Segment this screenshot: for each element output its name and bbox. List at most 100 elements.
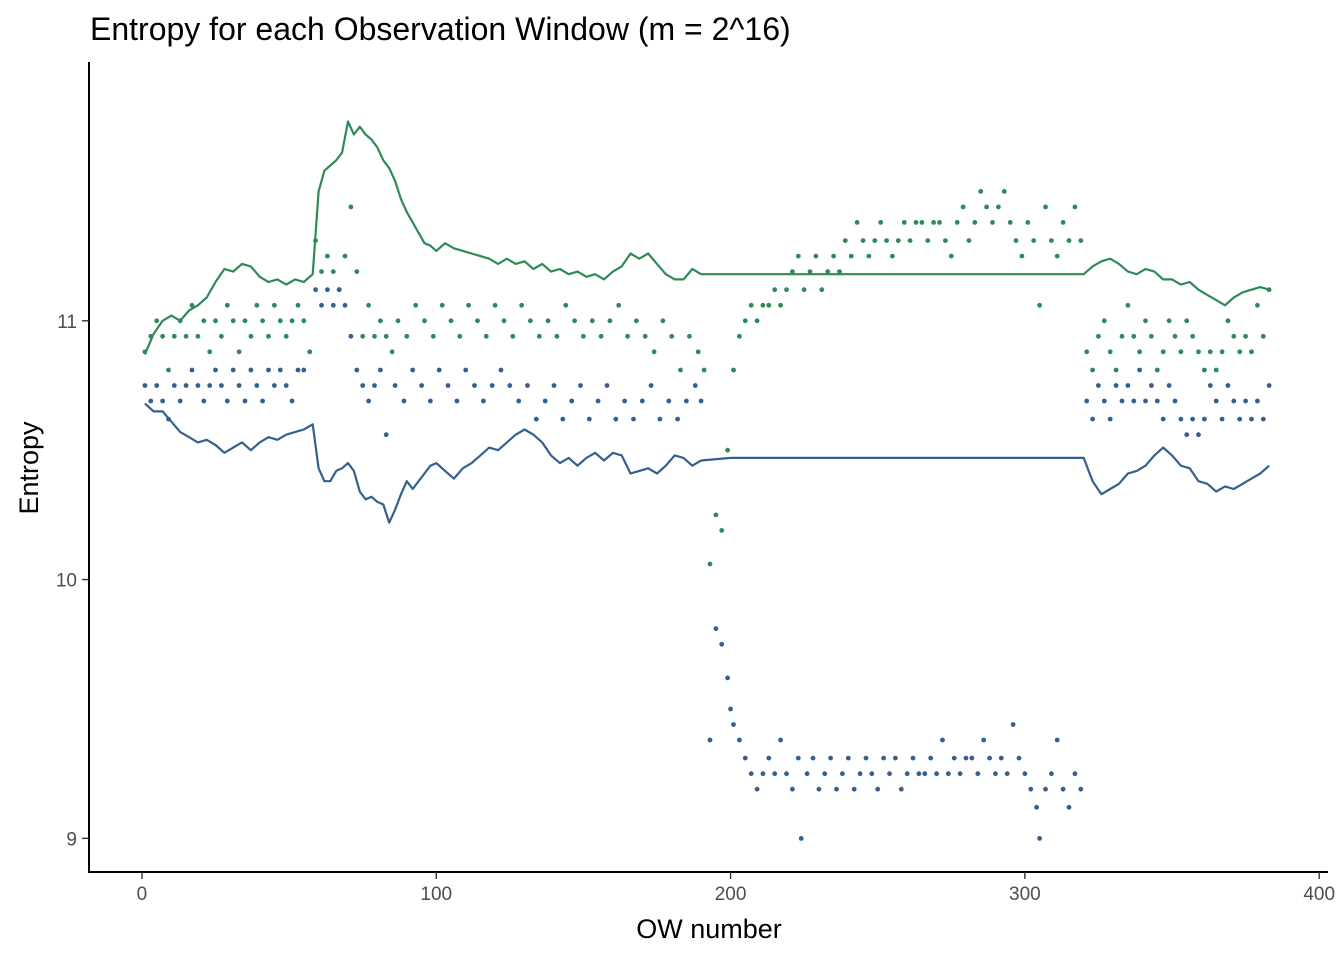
data-point [1237, 349, 1243, 355]
data-point [1178, 416, 1184, 422]
data-point [1043, 786, 1048, 792]
data-point [819, 287, 825, 293]
data-point [1049, 771, 1054, 777]
data-point [516, 398, 522, 404]
data-point [840, 771, 845, 777]
data-point [1219, 416, 1225, 422]
data-point [598, 333, 604, 339]
data-point [901, 220, 907, 225]
data-point [842, 238, 848, 244]
data-point [695, 349, 701, 355]
data-point [754, 786, 760, 792]
data-point [1037, 302, 1042, 308]
data-point [536, 333, 542, 339]
data-point [177, 398, 183, 404]
data-point [142, 383, 148, 388]
data-point [236, 383, 242, 388]
data-point [430, 333, 436, 339]
data-point [884, 238, 889, 244]
data-point [948, 253, 954, 259]
data-point [1207, 383, 1213, 388]
data-point [913, 220, 919, 225]
data-point [242, 398, 248, 404]
data-point [166, 416, 171, 422]
data-point [1184, 432, 1190, 438]
data-point [325, 287, 330, 293]
data-point [804, 771, 810, 777]
data-point [313, 238, 318, 244]
data-point [837, 269, 842, 274]
data-point [142, 349, 148, 355]
data-point [684, 398, 689, 404]
data-point [1243, 398, 1248, 404]
data-point [625, 333, 630, 339]
data-point [519, 302, 524, 308]
data-point [319, 269, 324, 274]
data-point [401, 398, 407, 404]
data-point [648, 383, 654, 388]
data-point [960, 204, 966, 210]
data-point [183, 383, 189, 388]
data-point [507, 383, 513, 388]
data-point [607, 318, 613, 324]
data-point [904, 771, 910, 777]
data-point [213, 318, 218, 324]
data-point [795, 253, 801, 259]
data-point [946, 771, 951, 777]
data-point [498, 367, 504, 373]
data-point [742, 755, 748, 761]
data-point [1137, 367, 1142, 373]
data-point [692, 383, 698, 388]
data-point [525, 383, 530, 388]
series-line-3 [144, 402, 1270, 524]
data-point [1260, 333, 1266, 339]
data-point [160, 333, 166, 339]
data-point [1149, 383, 1154, 388]
data-point [1084, 398, 1090, 404]
data-point [998, 755, 1004, 761]
data-point [651, 349, 657, 355]
data-point [330, 269, 336, 274]
data-point [595, 398, 601, 404]
data-point [372, 333, 377, 339]
data-point [378, 367, 383, 373]
data-point [445, 383, 451, 388]
data-point [1237, 416, 1243, 422]
data-point [195, 333, 201, 339]
data-point [1013, 238, 1019, 244]
data-point [881, 755, 886, 761]
data-point [895, 238, 901, 244]
data-point [622, 398, 627, 404]
y-tick-label: 10 [56, 571, 77, 592]
data-point [492, 302, 498, 308]
data-point [1001, 189, 1007, 194]
data-point [790, 786, 795, 792]
data-point [436, 367, 442, 373]
data-point [954, 220, 960, 225]
data-point [639, 398, 645, 404]
data-point [675, 416, 680, 422]
data-point [1125, 302, 1131, 308]
data-point [483, 333, 489, 339]
data-point [283, 383, 289, 388]
data-point [987, 755, 992, 761]
data-point [1172, 333, 1178, 339]
data-point [990, 220, 995, 225]
data-point [1054, 253, 1060, 259]
data-point [1160, 349, 1166, 355]
data-point [1225, 318, 1231, 324]
data-point [848, 253, 854, 259]
data-point [798, 836, 804, 841]
data-point [875, 786, 881, 792]
data-point [366, 398, 371, 404]
axes [88, 62, 1328, 873]
data-point [666, 398, 672, 404]
data-point [1249, 416, 1254, 422]
x-tick-label: 300 [1009, 884, 1041, 905]
data-point [171, 383, 177, 388]
data-point [1090, 416, 1095, 422]
data-point [439, 302, 445, 308]
data-point [348, 333, 354, 339]
data-point [1243, 333, 1248, 339]
